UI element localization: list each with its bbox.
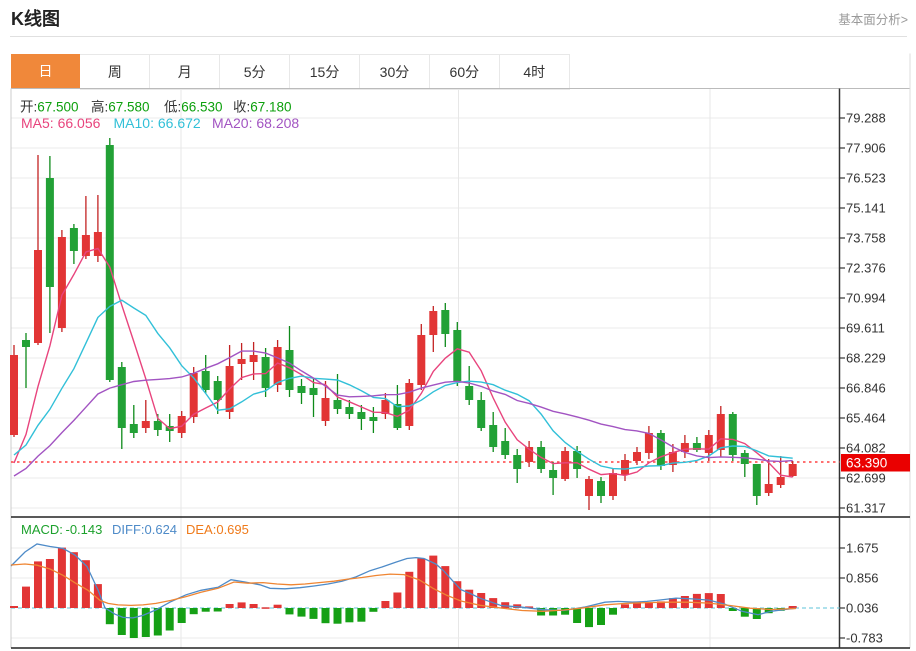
svg-text:65.464: 65.464 [846, 411, 886, 426]
svg-text:1.675: 1.675 [846, 541, 879, 556]
svg-text:61.317: 61.317 [846, 501, 886, 516]
svg-text:66.846: 66.846 [846, 381, 886, 396]
svg-text:高:67.580: 高:67.580 [91, 99, 150, 115]
svg-text:62.699: 62.699 [846, 471, 886, 486]
svg-text:64.082: 64.082 [846, 441, 886, 456]
svg-text:70.994: 70.994 [846, 291, 886, 306]
svg-text:0.036: 0.036 [846, 601, 879, 616]
svg-text:开:67.500: 开:67.500 [20, 100, 79, 115]
svg-text:低:66.530: 低:66.530 [164, 100, 223, 115]
svg-text:-0.783: -0.783 [846, 631, 883, 646]
svg-text:79.288: 79.288 [846, 111, 886, 126]
svg-text:68.229: 68.229 [846, 351, 886, 366]
svg-text:76.523: 76.523 [846, 171, 886, 186]
svg-text:75.141: 75.141 [846, 201, 886, 216]
svg-text:72.376: 72.376 [846, 261, 886, 276]
svg-text:收:67.180: 收:67.180 [233, 100, 292, 115]
svg-text:69.611: 69.611 [846, 321, 885, 336]
svg-text:77.906: 77.906 [846, 141, 886, 156]
svg-text:63.390: 63.390 [846, 456, 887, 471]
svg-text:73.758: 73.758 [846, 231, 886, 246]
svg-text:0.856: 0.856 [846, 571, 879, 586]
